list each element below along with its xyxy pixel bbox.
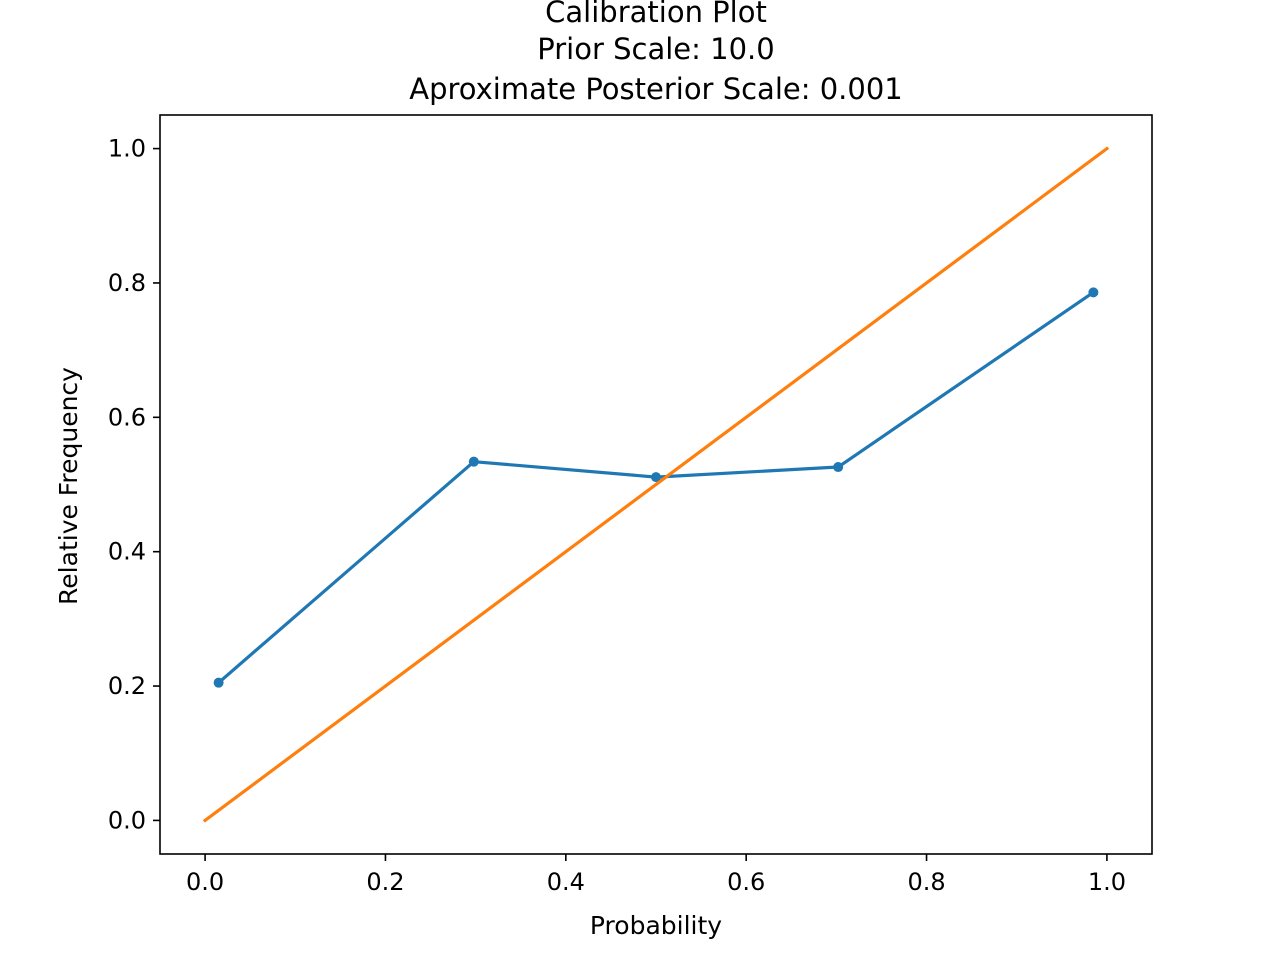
y-tick-label: 0.2 [108,672,146,700]
plot-area [202,146,1110,823]
series-line-1 [216,290,1096,685]
chart-title: Calibration Plot Prior Scale: 10.0 Aprox… [409,0,902,106]
x-tick-label: 0.4 [547,868,585,896]
series-1-point [1088,287,1099,298]
series-1-point [651,472,661,483]
x-tick-label: 0.0 [186,868,224,896]
y-tick-label: 0.8 [108,269,146,297]
series-1-point [213,677,224,688]
series-line-2 [202,146,1110,823]
y-tick-label: 1.0 [108,135,146,163]
x-tick-label: 1.0 [1088,868,1126,896]
y-axis-label: Relative Frequency [54,367,83,605]
y-axis: 0.0 0.2 0.4 0.6 0.8 1.0 [108,135,160,834]
series-1-point [468,456,479,467]
x-tick-label: 0.6 [727,868,765,896]
y-tick-label: 0.4 [108,538,146,566]
x-axis: 0.0 0.2 0.4 0.6 0.8 1.0 [186,854,1126,896]
series-1-point [833,462,844,473]
y-tick-label: 0.0 [108,806,146,834]
axes-frame [159,114,1153,855]
x-tick-label: 0.8 [907,868,945,896]
title-line-2: Prior Scale: 10.0 [537,32,774,66]
x-tick-label: 0.2 [366,868,404,896]
x-axis-label: Probability [590,911,722,940]
title-line-3: Aproximate Posterior Scale: 0.001 [409,72,902,106]
y-tick-label: 0.6 [108,403,146,431]
title-line-1: Calibration Plot [545,0,767,29]
